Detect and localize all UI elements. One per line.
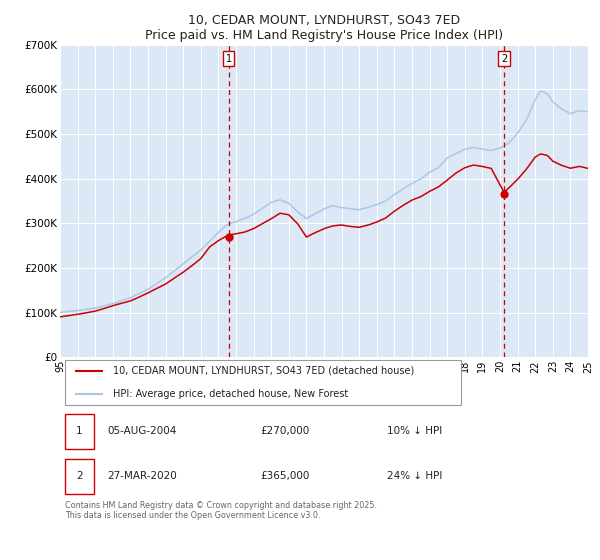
- Text: £270,000: £270,000: [260, 426, 310, 436]
- Text: 1: 1: [226, 54, 232, 64]
- Text: 2: 2: [76, 471, 83, 481]
- Text: 24% ↓ HPI: 24% ↓ HPI: [388, 471, 443, 481]
- Text: 05-AUG-2004: 05-AUG-2004: [107, 426, 177, 436]
- Text: 10% ↓ HPI: 10% ↓ HPI: [388, 426, 443, 436]
- FancyBboxPatch shape: [65, 459, 94, 494]
- FancyBboxPatch shape: [65, 414, 94, 449]
- Title: 10, CEDAR MOUNT, LYNDHURST, SO43 7ED
Price paid vs. HM Land Registry's House Pri: 10, CEDAR MOUNT, LYNDHURST, SO43 7ED Pri…: [145, 14, 503, 42]
- FancyBboxPatch shape: [65, 360, 461, 405]
- Text: 1: 1: [76, 426, 83, 436]
- Text: 2: 2: [501, 54, 507, 64]
- Text: 27-MAR-2020: 27-MAR-2020: [107, 471, 177, 481]
- Text: HPI: Average price, detached house, New Forest: HPI: Average price, detached house, New …: [113, 389, 348, 399]
- Text: £365,000: £365,000: [260, 471, 310, 481]
- Text: 10, CEDAR MOUNT, LYNDHURST, SO43 7ED (detached house): 10, CEDAR MOUNT, LYNDHURST, SO43 7ED (de…: [113, 366, 414, 376]
- Text: Contains HM Land Registry data © Crown copyright and database right 2025.
This d: Contains HM Land Registry data © Crown c…: [65, 501, 377, 520]
